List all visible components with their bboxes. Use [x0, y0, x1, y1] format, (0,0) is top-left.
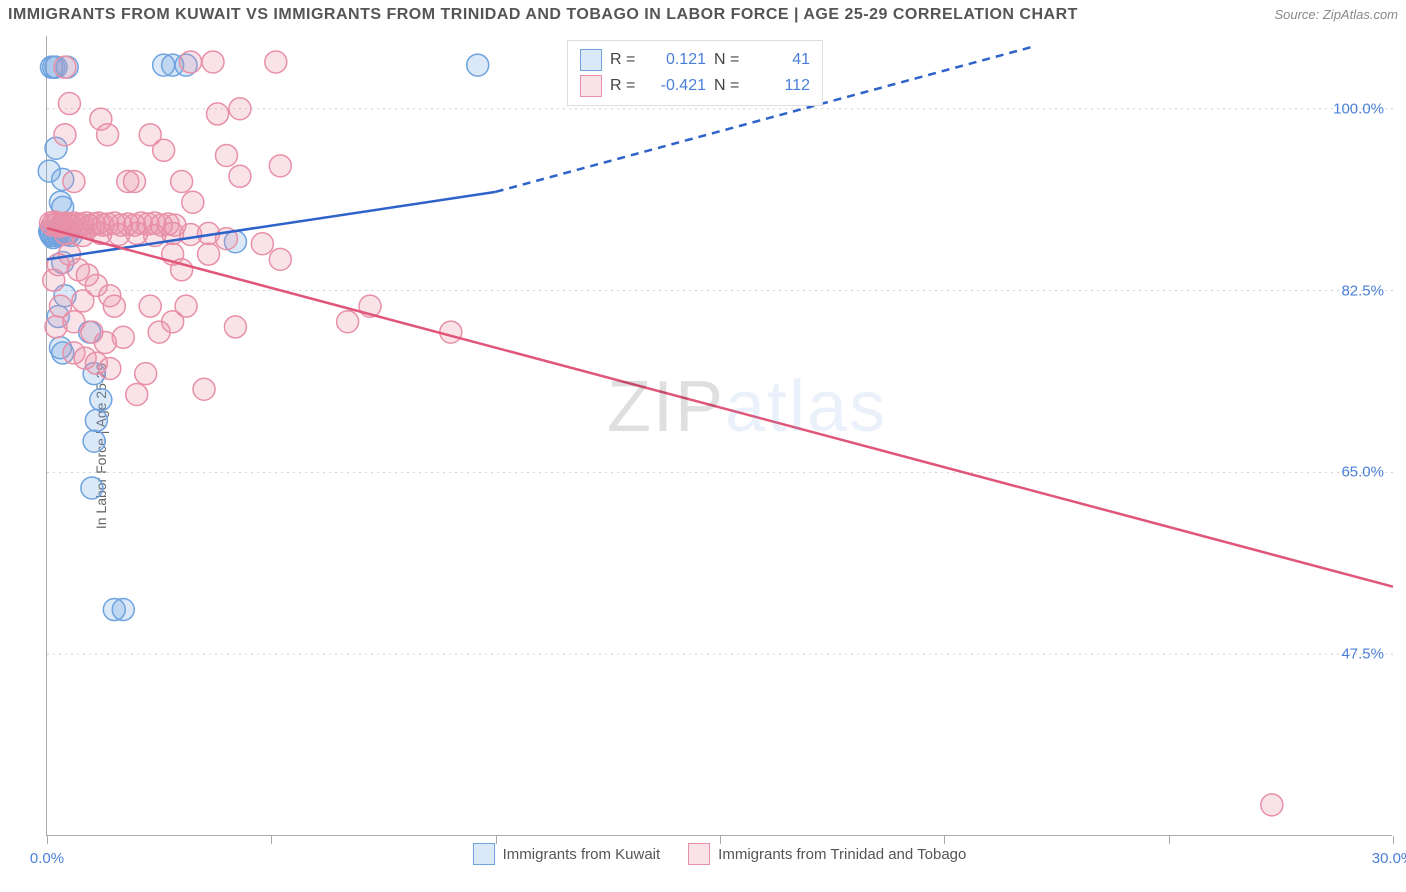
point-kuwait [467, 54, 489, 76]
swatch-kuwait [580, 49, 602, 71]
n-label-a: N = [714, 51, 746, 69]
point-trinidad [112, 326, 134, 348]
point-trinidad [72, 290, 94, 312]
point-trinidad [440, 321, 462, 343]
xtick-mark [1393, 836, 1394, 844]
point-trinidad [182, 191, 204, 213]
legend-label-kuwait: Immigrants from Kuwait [503, 846, 661, 863]
point-trinidad [224, 316, 246, 338]
n-value-b: 112 [754, 77, 810, 95]
point-kuwait [83, 430, 105, 452]
point-trinidad [269, 248, 291, 270]
point-trinidad [103, 295, 125, 317]
plot-area: ZIPatlas R = 0.121 N = 41 R = -0.421 N =… [46, 36, 1392, 836]
point-trinidad [123, 170, 145, 192]
point-trinidad [206, 103, 228, 125]
point-kuwait [112, 599, 134, 621]
ytick-label: 47.5% [1341, 646, 1384, 663]
r-label-b: R = [610, 77, 642, 95]
point-trinidad [162, 311, 184, 333]
stats-row-b: R = -0.421 N = 112 [580, 73, 810, 99]
legend-item-kuwait: Immigrants from Kuwait [473, 843, 661, 865]
ytick-label: 65.0% [1341, 464, 1384, 481]
stats-row-a: R = 0.121 N = 41 [580, 47, 810, 73]
n-label-b: N = [714, 77, 746, 95]
point-trinidad [135, 363, 157, 385]
point-trinidad [99, 357, 121, 379]
swatch-trinidad [580, 75, 602, 97]
point-trinidad [126, 383, 148, 405]
point-trinidad [54, 56, 76, 78]
point-kuwait [90, 389, 112, 411]
point-kuwait [85, 409, 107, 431]
r-label-a: R = [610, 51, 642, 69]
point-trinidad [63, 170, 85, 192]
point-trinidad [139, 295, 161, 317]
ytick-label: 82.5% [1341, 282, 1384, 299]
point-trinidad [97, 124, 119, 146]
point-trinidad [269, 155, 291, 177]
point-trinidad [251, 233, 273, 255]
point-trinidad [215, 144, 237, 166]
swatch-trinidad-icon [688, 843, 710, 865]
point-trinidad [229, 165, 251, 187]
legend-label-trinidad: Immigrants from Trinidad and Tobago [718, 846, 966, 863]
series-legend: Immigrants from Kuwait Immigrants from T… [47, 843, 1392, 865]
point-trinidad [198, 243, 220, 265]
legend-item-trinidad: Immigrants from Trinidad and Tobago [688, 843, 966, 865]
point-trinidad [265, 51, 287, 73]
point-trinidad [1261, 794, 1283, 816]
point-trinidad [193, 378, 215, 400]
ytick-label: 100.0% [1333, 100, 1384, 117]
point-trinidad [58, 93, 80, 115]
point-trinidad [337, 311, 359, 333]
swatch-kuwait-icon [473, 843, 495, 865]
trend-trinidad [47, 228, 1393, 586]
point-trinidad [229, 98, 251, 120]
point-trinidad [153, 139, 175, 161]
point-trinidad [171, 170, 193, 192]
chart-title: IMMIGRANTS FROM KUWAIT VS IMMIGRANTS FRO… [8, 6, 1078, 24]
point-trinidad [202, 51, 224, 73]
n-value-a: 41 [754, 51, 810, 69]
point-kuwait [81, 477, 103, 499]
title-bar: IMMIGRANTS FROM KUWAIT VS IMMIGRANTS FRO… [8, 6, 1398, 24]
point-trinidad [54, 124, 76, 146]
plot-svg [47, 36, 1392, 835]
point-trinidad [180, 51, 202, 73]
r-value-b: -0.421 [650, 77, 706, 95]
source-label: Source: ZipAtlas.com [1274, 7, 1398, 22]
stats-legend: R = 0.121 N = 41 R = -0.421 N = 112 [567, 40, 823, 106]
r-value-a: 0.121 [650, 51, 706, 69]
